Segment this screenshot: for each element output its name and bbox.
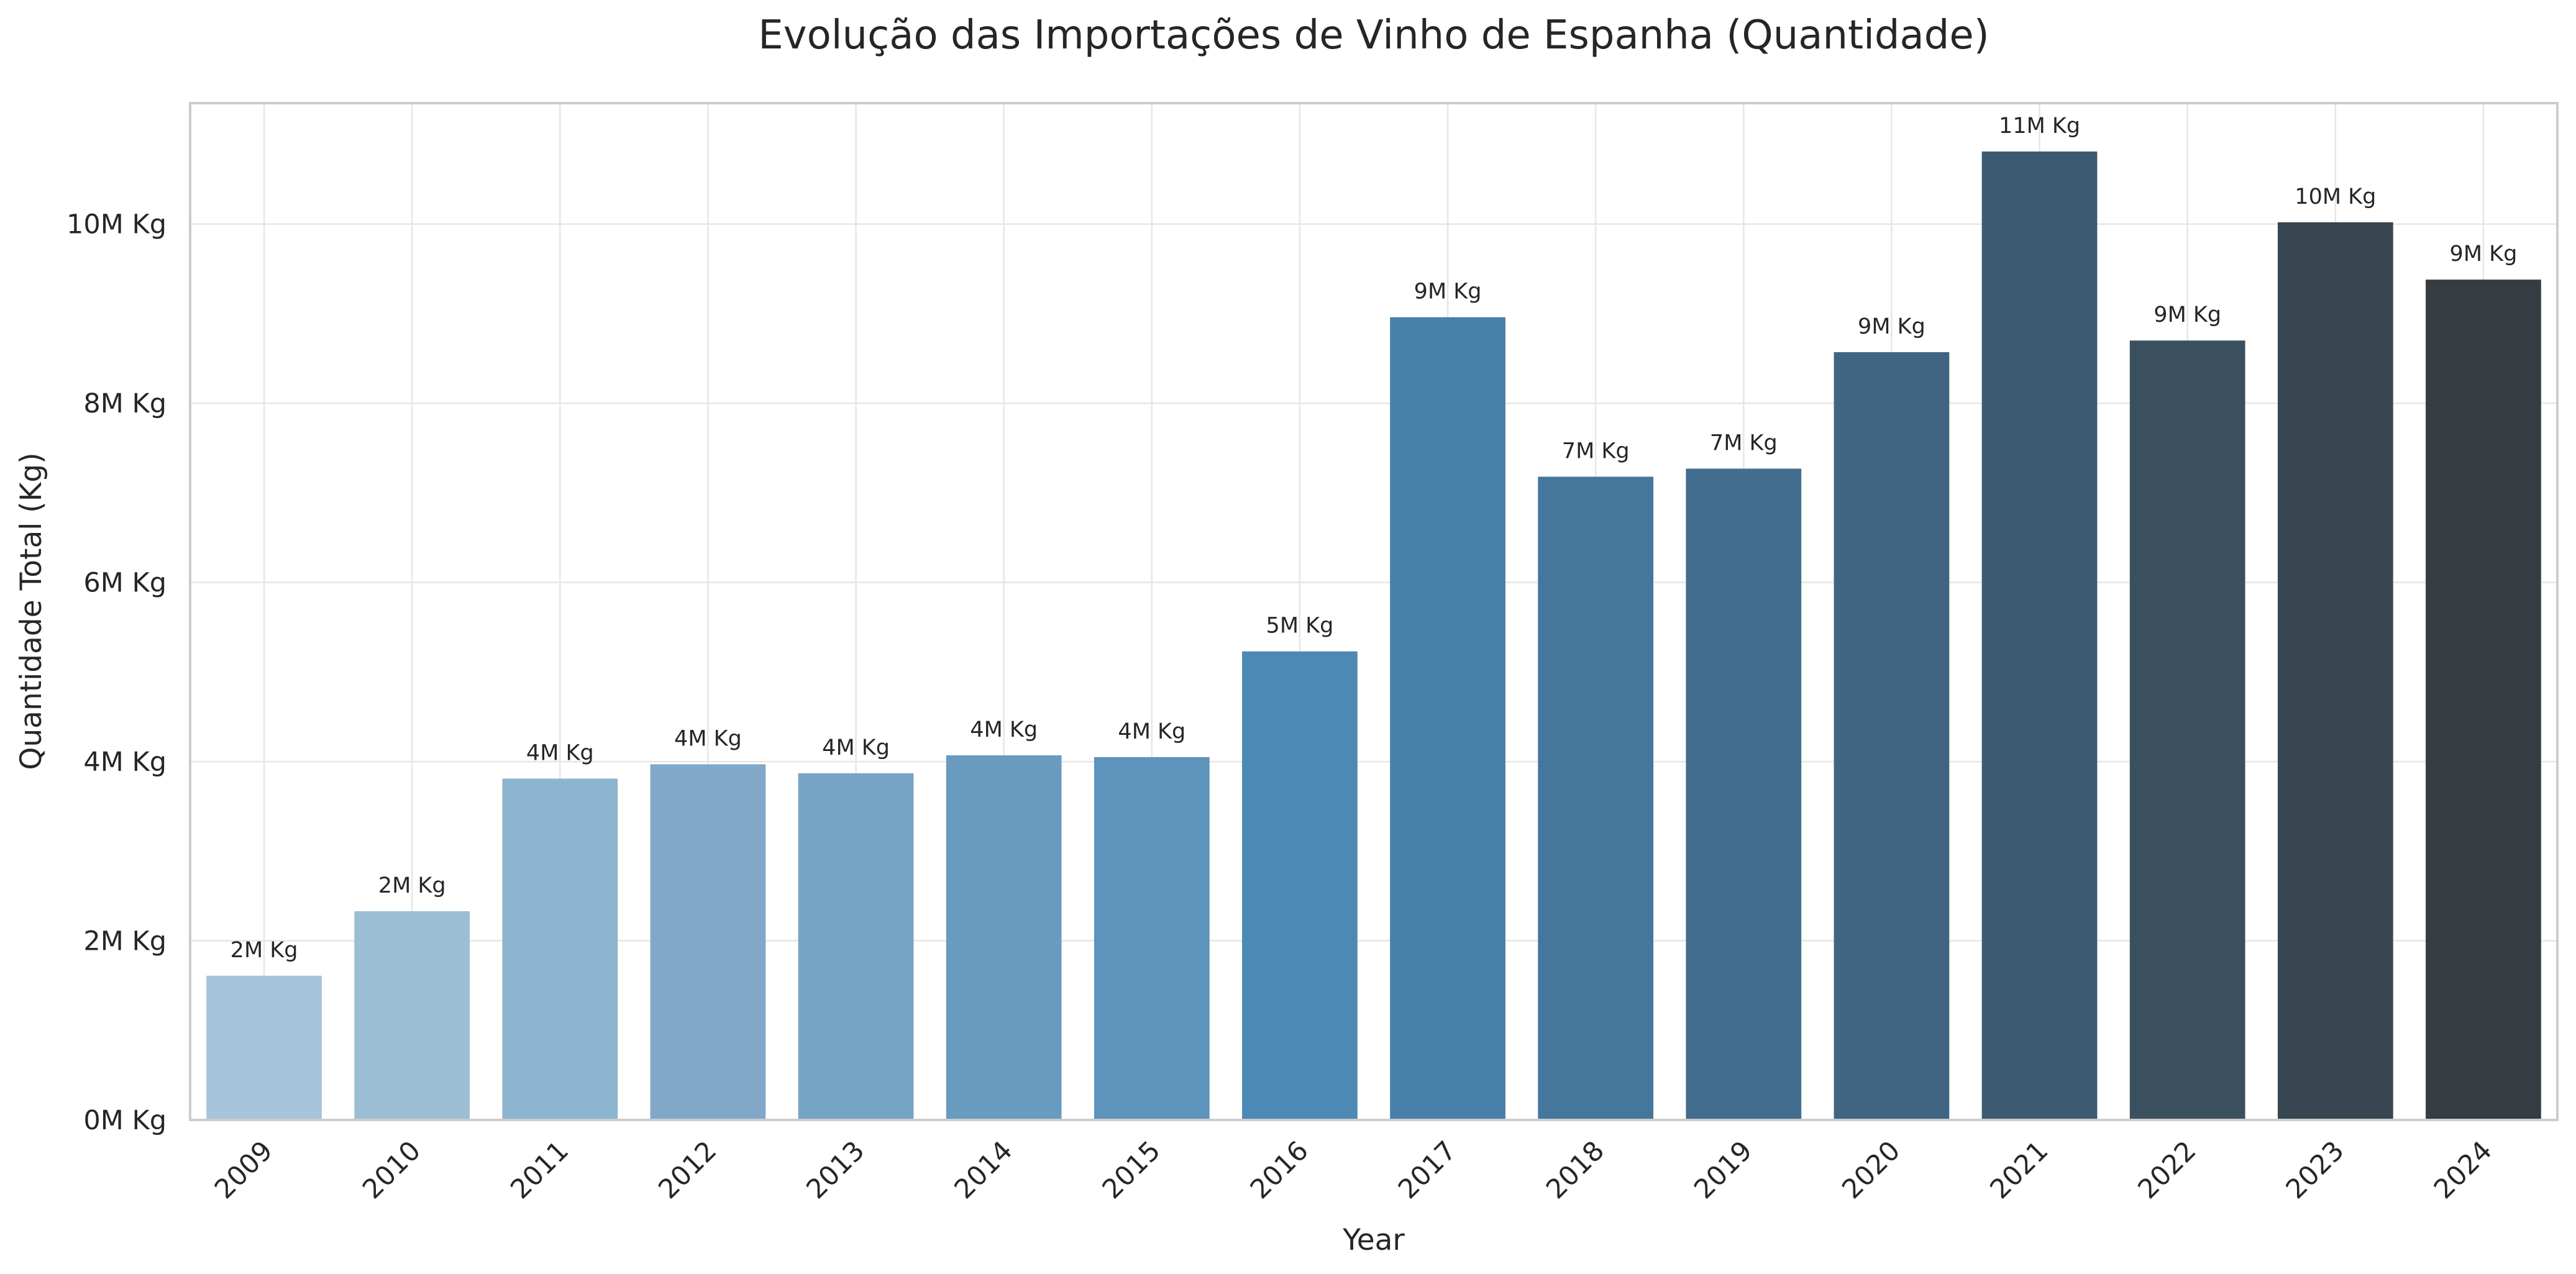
data-label-2022: 9M Kg	[2154, 303, 2221, 327]
data-label-2016: 5M Kg	[1266, 614, 1334, 639]
data-label-2019: 7M Kg	[1710, 430, 1778, 455]
bar-2010	[354, 911, 470, 1120]
data-label-2023: 10M Kg	[2295, 184, 2376, 209]
y-tick-label: 4M Kg	[83, 747, 167, 778]
bar-2014	[946, 755, 1062, 1120]
x-tick-label-2010: 2010	[357, 1135, 427, 1205]
x-tick-label-2020: 2020	[1836, 1135, 1906, 1205]
x-tick-label-2021: 2021	[1985, 1135, 2055, 1205]
bar-2017	[1390, 317, 1505, 1120]
data-label-2010: 2M Kg	[378, 873, 446, 898]
data-label-2014: 4M Kg	[970, 717, 1038, 742]
x-tick-label-2011: 2011	[505, 1135, 575, 1205]
x-axis-label: Year	[1342, 1223, 1405, 1257]
chart-title: Evolução das Importações de Vinho de Esp…	[758, 12, 1989, 58]
bar-2012	[650, 764, 766, 1120]
x-tick-label-2009: 2009	[209, 1135, 279, 1205]
bar-2023	[2277, 222, 2393, 1120]
y-tick-label: 6M Kg	[83, 568, 167, 599]
y-tick-label: 0M Kg	[83, 1105, 167, 1136]
bar-2016	[1242, 651, 1358, 1120]
x-tick-label-2016: 2016	[1245, 1135, 1315, 1205]
bar-2018	[1538, 476, 1654, 1120]
data-label-2009: 2M Kg	[231, 938, 298, 963]
data-label-layer: 2M Kg 2M Kg 4M Kg 4M Kg 4M Kg 4M Kg 4M Kg 5M Kg…	[231, 114, 2518, 963]
data-label-2015: 4M Kg	[1118, 719, 1185, 744]
x-tick-label-2019: 2019	[1688, 1135, 1758, 1205]
bar-layer	[206, 151, 2541, 1121]
x-tick-layer: 2009 2010 2011 2012 2013 2014 2015 2016 2017 2018…	[209, 1135, 2498, 1205]
x-tick-label-2024: 2024	[2428, 1135, 2498, 1205]
bar-2022	[2129, 340, 2245, 1120]
y-tick-layer: 0M Kg 2M Kg 4M Kg 6M Kg 8M Kg 10M Kg	[66, 209, 167, 1136]
bar-2015	[1094, 757, 1210, 1120]
bar-2021	[1981, 151, 2098, 1121]
data-label-2011: 4M Kg	[526, 740, 594, 765]
bar-2011	[502, 778, 618, 1120]
bar-2024	[2426, 280, 2541, 1120]
y-tick-label: 8M Kg	[83, 388, 167, 419]
x-tick-label-2014: 2014	[949, 1135, 1019, 1205]
data-label-2024: 9M Kg	[2450, 242, 2518, 266]
plot-area-frame	[189, 102, 2559, 1121]
data-label-2017: 9M Kg	[1414, 280, 1482, 304]
bar-2019	[1686, 468, 1802, 1121]
x-tick-label-2015: 2015	[1097, 1135, 1167, 1205]
x-tick-label-2013: 2013	[801, 1135, 871, 1205]
bar-2013	[798, 773, 914, 1120]
bar-2020	[1834, 352, 1950, 1121]
data-label-2018: 7M Kg	[1562, 439, 1630, 463]
y-tick-label: 2M Kg	[83, 926, 167, 957]
bar-2009	[206, 975, 322, 1120]
x-tick-label-2023: 2023	[2280, 1135, 2350, 1205]
y-axis-label: Quantidade Total (Kg)	[14, 452, 48, 770]
x-tick-label-2017: 2017	[1392, 1135, 1463, 1205]
y-tick-label: 10M Kg	[66, 209, 167, 240]
x-tick-label-2018: 2018	[1540, 1135, 1610, 1205]
data-label-2021: 11M Kg	[1999, 114, 2080, 139]
x-tick-label-2022: 2022	[2132, 1135, 2203, 1205]
data-label-2013: 4M Kg	[822, 735, 890, 760]
x-tick-label-2012: 2012	[652, 1135, 723, 1205]
data-label-2012: 4M Kg	[674, 726, 742, 751]
data-label-2020: 9M Kg	[1858, 314, 1925, 339]
